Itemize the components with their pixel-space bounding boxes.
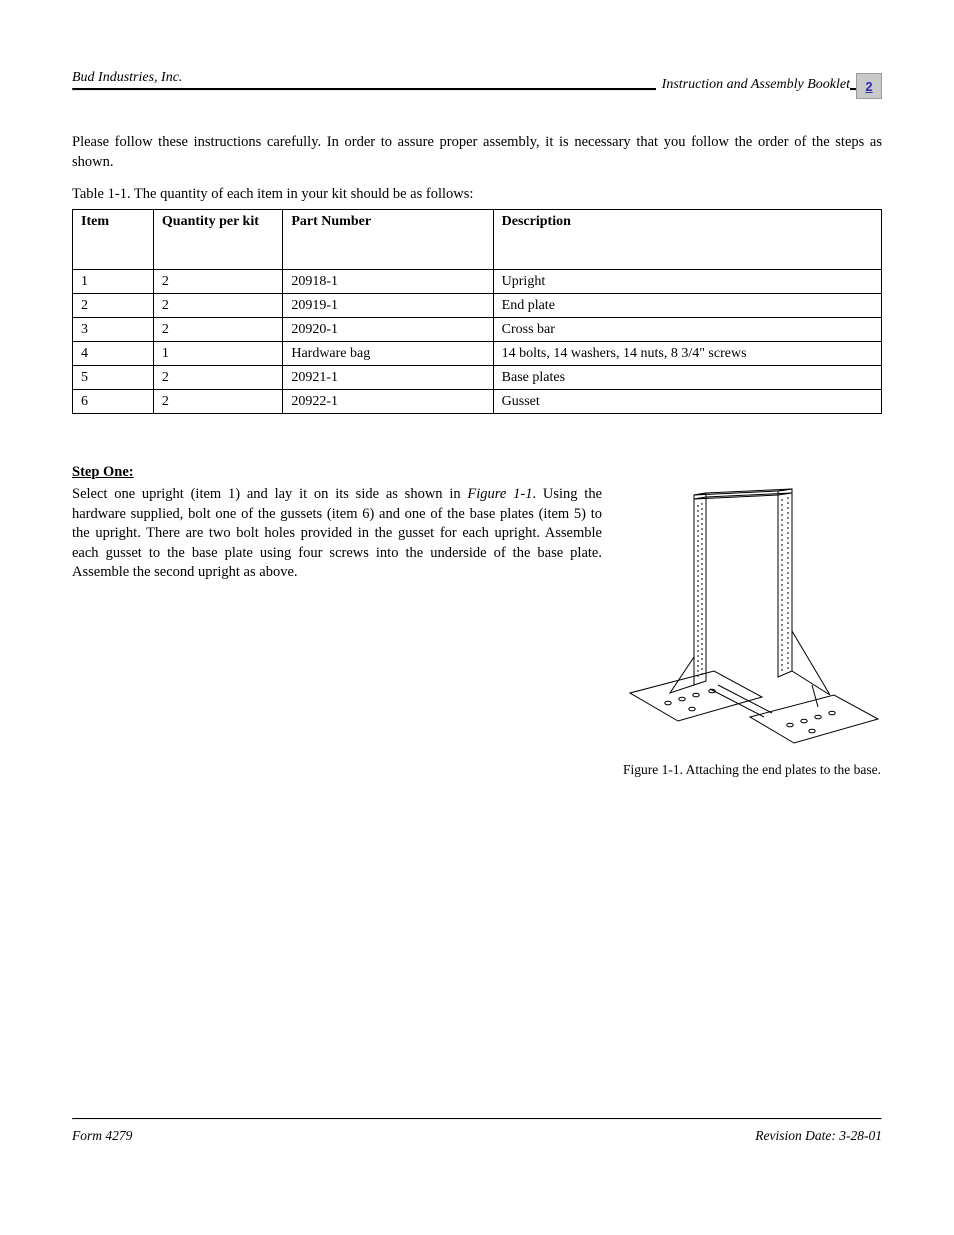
step-block: Select one upright (item 1) and lay it o… — [72, 485, 882, 778]
cell: 1 — [73, 270, 154, 294]
body: Please follow these instructions careful… — [72, 133, 882, 1144]
header-company: Bud Industries, Inc. — [72, 70, 190, 86]
cell: 20920-1 — [283, 318, 493, 342]
cell: 2 — [73, 294, 154, 318]
cell: 2 — [153, 270, 282, 294]
page: Bud Industries, Inc. Instruction and Ass… — [0, 0, 954, 1194]
th-desc: Description — [493, 210, 881, 270]
cell: 20921-1 — [283, 366, 493, 390]
step-one-text: Select one upright (item 1) and lay it o… — [72, 485, 602, 583]
step-text-1: Select one upright (item 1) and lay it o… — [72, 486, 467, 502]
cell: 20918-1 — [283, 270, 493, 294]
cell: 4 — [73, 342, 154, 366]
table-row: 4 1 Hardware bag 14 bolts, 14 washers, 1… — [73, 342, 882, 366]
figure-caption: Figure 1-1. Attaching the end plates to … — [622, 762, 882, 778]
table-caption: Table 1-1. The quantity of each item in … — [72, 186, 882, 203]
parts-table: Item Quantity per kit Part Number Descri… — [72, 209, 882, 414]
footer-form: Form 4279 — [72, 1128, 132, 1144]
cell: 6 — [73, 390, 154, 414]
step-one-heading: Step One: — [72, 464, 882, 481]
footer-rule — [72, 1118, 882, 1120]
step-fig-ref: Figure 1-1 — [467, 486, 532, 502]
figure-1-1: Figure 1-1. Attaching the end plates to … — [622, 485, 882, 778]
cell: Upright — [493, 270, 881, 294]
cell: 20922-1 — [283, 390, 493, 414]
cell: 1 — [153, 342, 282, 366]
cell: Hardware bag — [283, 342, 493, 366]
cell: Cross bar — [493, 318, 881, 342]
table-row: 2 2 20919-1 End plate — [73, 294, 882, 318]
table-header-row: Item Quantity per kit Part Number Descri… — [73, 210, 882, 270]
rack-assembly-icon — [622, 485, 882, 755]
cell: End plate — [493, 294, 881, 318]
th-qty: Quantity per kit — [153, 210, 282, 270]
cell: 2 — [153, 390, 282, 414]
table-row: 1 2 20918-1 Upright — [73, 270, 882, 294]
cell: 2 — [153, 318, 282, 342]
cell: Base plates — [493, 366, 881, 390]
cell: 5 — [73, 366, 154, 390]
th-item: Item — [73, 210, 154, 270]
cell: 20919-1 — [283, 294, 493, 318]
cell: 3 — [73, 318, 154, 342]
table-row: 5 2 20921-1 Base plates — [73, 366, 882, 390]
cell: Gusset — [493, 390, 881, 414]
cell: 14 bolts, 14 washers, 14 nuts, 8 3/4" sc… — [493, 342, 881, 366]
page-number-link[interactable]: 2 — [856, 73, 882, 99]
footer-row: Form 4279 Revision Date: 3-28-01 — [72, 1128, 882, 1144]
cell: 2 — [153, 294, 282, 318]
cell: 2 — [153, 366, 282, 390]
table-row: 3 2 20920-1 Cross bar — [73, 318, 882, 342]
th-part: Part Number — [283, 210, 493, 270]
table-row: 6 2 20922-1 Gusset — [73, 390, 882, 414]
header-booklet-label: Instruction and Assembly Booklet — [656, 77, 850, 93]
intro-paragraph: Please follow these instructions careful… — [72, 133, 882, 172]
footer-revision: Revision Date: 3-28-01 — [755, 1128, 882, 1144]
